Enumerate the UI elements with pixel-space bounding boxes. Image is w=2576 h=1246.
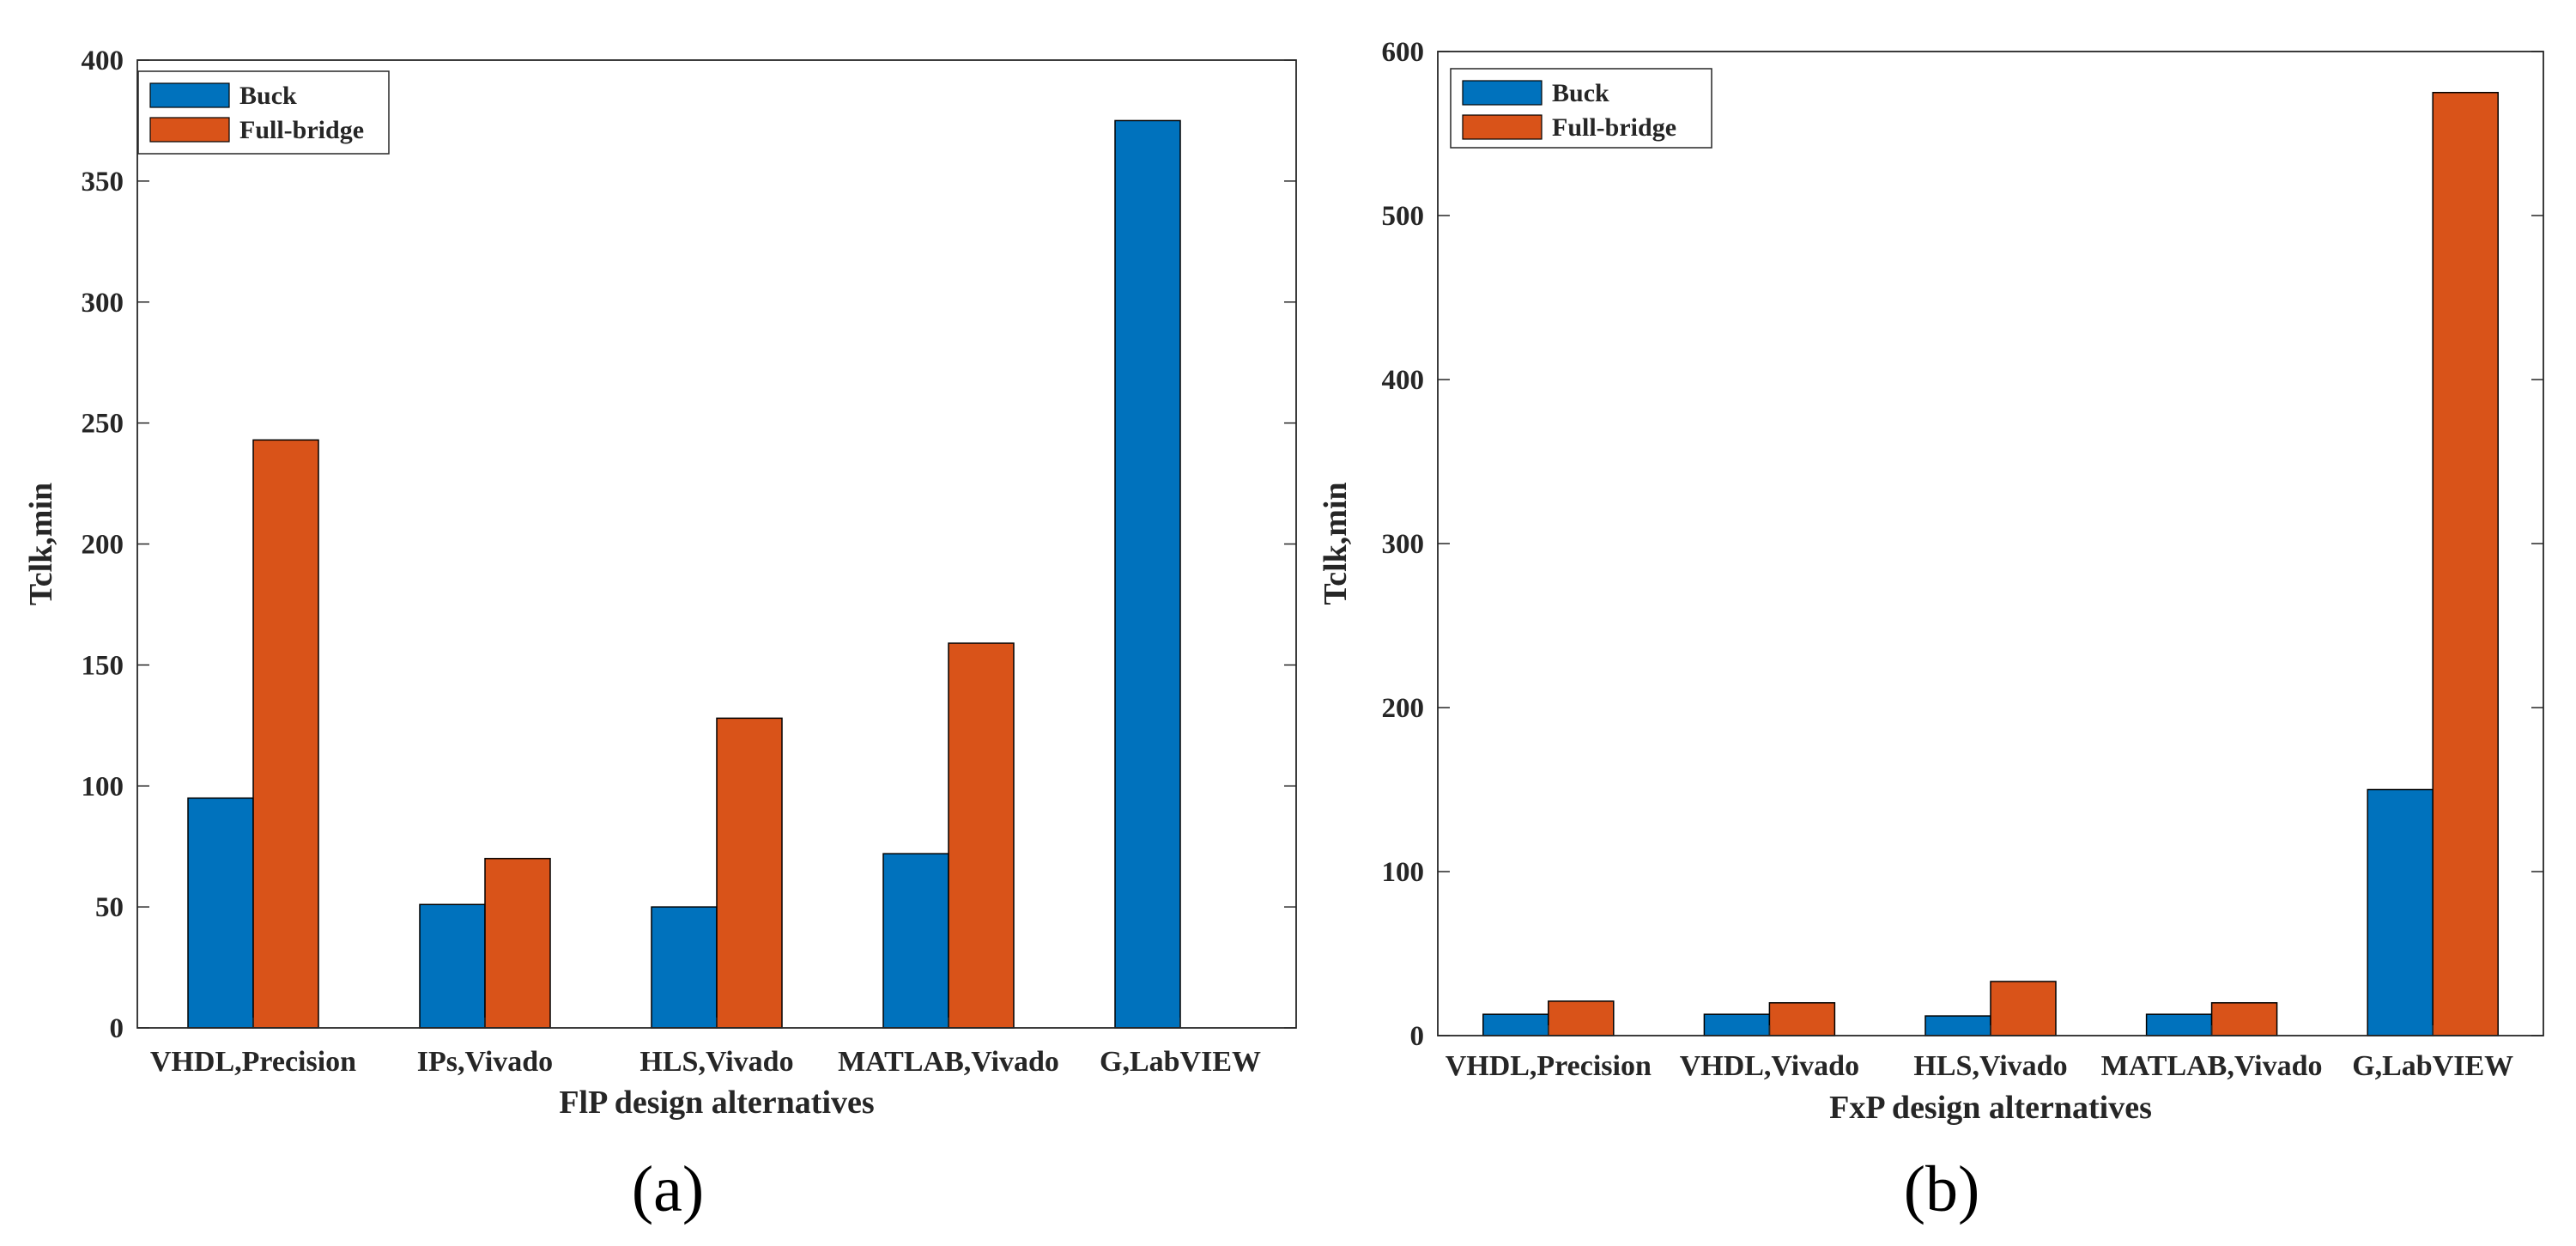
x-axis-label: FxP design alternatives xyxy=(1829,1090,2152,1126)
y-tick-label: 250 xyxy=(82,409,124,440)
x-tick-label: G,LabVIEW xyxy=(1100,1046,1261,1078)
chart-panel-a: VHDL,Precision IPs,Vivado HLS,Vivado MATLAB… xyxy=(23,46,1297,1225)
x-tick-label: VHDL,Precision xyxy=(150,1046,356,1078)
y-tick-label: 100 xyxy=(1382,857,1425,888)
bar-full-bridge-3 xyxy=(2210,1002,2278,1036)
x-tick-label: HLS,Vivado xyxy=(639,1046,793,1078)
y-tick-label: 0 xyxy=(110,1013,124,1044)
x-tick-label: HLS,Vivado xyxy=(1913,1050,2067,1082)
x-tick-label: IPs,Vivado xyxy=(417,1046,553,1078)
legend-label-full-bridge: Full-bridge xyxy=(239,116,364,144)
bar-buck-2 xyxy=(651,906,718,1029)
bar-buck-4 xyxy=(1114,119,1181,1029)
x-tick-label: MATLAB,Vivado xyxy=(2101,1050,2323,1082)
x-tick-label: G,LabVIEW xyxy=(2352,1050,2513,1082)
legend-swatch-full-bridge xyxy=(149,117,230,143)
y-tick-label: 350 xyxy=(82,167,124,198)
bar-buck-0 xyxy=(1482,1013,1549,1036)
y-tick-label: 50 xyxy=(95,892,124,923)
bar-buck-4 xyxy=(2367,788,2434,1036)
x-tick-label: MATLAB,Vivado xyxy=(838,1046,1059,1078)
bar-full-bridge-2 xyxy=(716,717,783,1029)
bar-buck-1 xyxy=(419,903,486,1029)
bar-full-bridge-0 xyxy=(252,439,319,1029)
y-tick-label: 400 xyxy=(1382,365,1425,396)
bar-buck-0 xyxy=(187,797,254,1029)
y-tick-label: 300 xyxy=(1382,529,1425,560)
bar-full-bridge-1 xyxy=(484,858,551,1029)
panel-label: (a) xyxy=(632,1153,704,1225)
bar-buck-3 xyxy=(882,853,949,1029)
y-tick-label: 200 xyxy=(82,530,124,561)
bar-buck-3 xyxy=(2145,1013,2213,1036)
y-tick-label: 0 xyxy=(1410,1021,1425,1052)
bar-buck-1 xyxy=(1703,1013,1771,1036)
x-tick-label: VHDL,Precision xyxy=(1446,1050,1652,1082)
bar-full-bridge-3 xyxy=(948,642,1015,1029)
legend-label-full-bridge: Full-bridge xyxy=(1552,113,1676,142)
legend: Buck Full-bridge xyxy=(1450,68,1712,149)
legend-label-buck: Buck xyxy=(239,82,297,110)
chart-panel-b: VHDL,Precision VHDL,Vivado HLS,Vivado MATLA… xyxy=(1318,37,2544,1225)
y-tick-label: 500 xyxy=(1382,201,1425,232)
y-tick-label: 100 xyxy=(82,771,124,802)
y-tick-label: 400 xyxy=(82,46,124,76)
x-axis-label: FlP design alternatives xyxy=(559,1085,874,1121)
legend-swatch-buck xyxy=(149,82,230,108)
y-tick-label: 200 xyxy=(1382,693,1425,724)
x-tick-label: VHDL,Vivado xyxy=(1680,1050,1859,1082)
y-tick-label: 150 xyxy=(82,650,124,681)
bar-full-bridge-2 xyxy=(1990,981,2057,1036)
legend-swatch-buck xyxy=(1462,80,1543,106)
legend: Buck Full-bridge xyxy=(137,70,390,155)
y-axis-label: Tclk,min xyxy=(1318,482,1354,605)
y-tick-label: 600 xyxy=(1382,37,1425,68)
y-axis-label: Tclk,min xyxy=(23,483,59,605)
bar-buck-2 xyxy=(1924,1015,1991,1036)
panel-label: (b) xyxy=(1904,1153,1980,1225)
bar-full-bridge-1 xyxy=(1768,1002,1836,1036)
bar-full-bridge-4 xyxy=(2432,92,2499,1036)
bar-full-bridge-0 xyxy=(1548,1000,1615,1036)
legend-swatch-full-bridge xyxy=(1462,114,1543,140)
y-tick-label: 300 xyxy=(82,288,124,319)
legend-label-buck: Buck xyxy=(1552,79,1609,107)
